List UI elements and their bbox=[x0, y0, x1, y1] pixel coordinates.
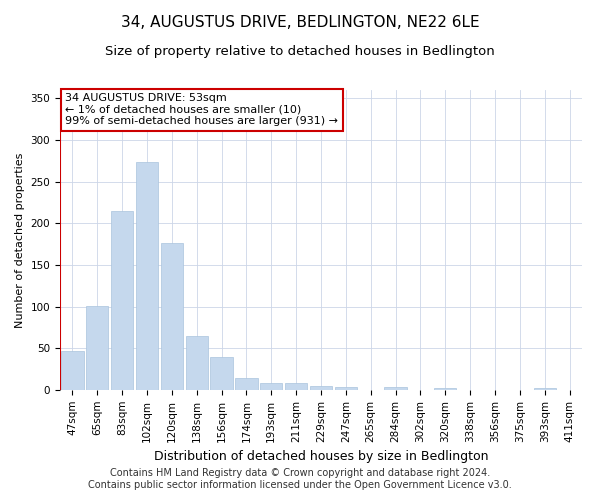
Bar bbox=[434, 388, 457, 390]
Text: Contains HM Land Registry data © Crown copyright and database right 2024.
Contai: Contains HM Land Registry data © Crown c… bbox=[88, 468, 512, 490]
Bar bbox=[385, 386, 407, 390]
Bar bbox=[61, 351, 83, 390]
Bar bbox=[335, 386, 357, 390]
Bar bbox=[260, 384, 283, 390]
Text: 34, AUGUSTUS DRIVE, BEDLINGTON, NE22 6LE: 34, AUGUSTUS DRIVE, BEDLINGTON, NE22 6LE bbox=[121, 15, 479, 30]
Bar bbox=[136, 162, 158, 390]
Bar bbox=[285, 382, 307, 390]
Bar bbox=[310, 386, 332, 390]
Bar bbox=[235, 378, 257, 390]
Y-axis label: Number of detached properties: Number of detached properties bbox=[15, 152, 25, 328]
Bar bbox=[211, 356, 233, 390]
Bar bbox=[161, 244, 183, 390]
Bar bbox=[185, 336, 208, 390]
Text: 34 AUGUSTUS DRIVE: 53sqm
← 1% of detached houses are smaller (10)
99% of semi-de: 34 AUGUSTUS DRIVE: 53sqm ← 1% of detache… bbox=[65, 93, 338, 126]
Text: Size of property relative to detached houses in Bedlington: Size of property relative to detached ho… bbox=[105, 45, 495, 58]
Bar bbox=[86, 306, 109, 390]
Bar bbox=[533, 388, 556, 390]
Bar bbox=[111, 211, 133, 390]
X-axis label: Distribution of detached houses by size in Bedlington: Distribution of detached houses by size … bbox=[154, 450, 488, 463]
